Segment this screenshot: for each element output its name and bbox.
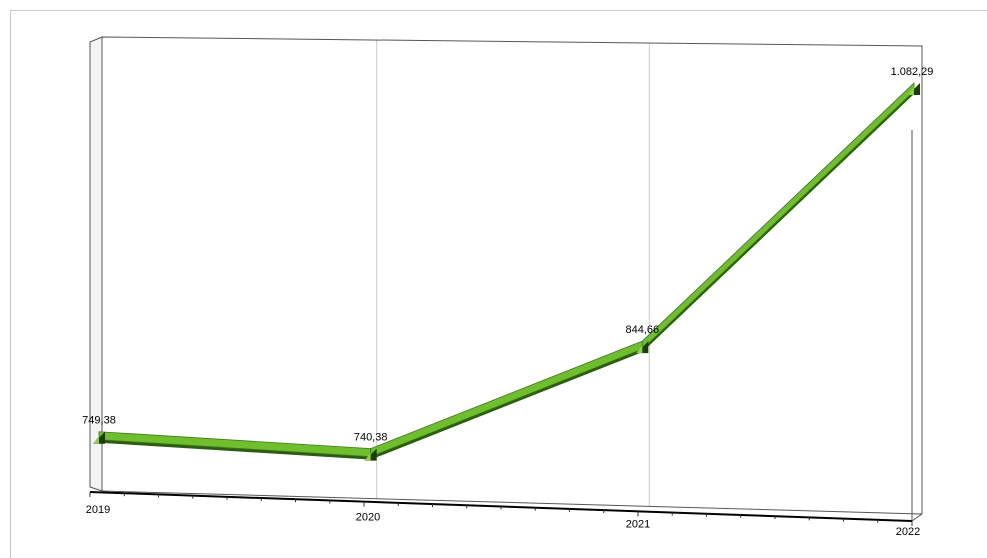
data-label-2019: 749,38 <box>82 415 116 427</box>
data-label-2022: 1.082,29 <box>891 66 934 78</box>
data-point-highlight-2021 <box>636 345 643 354</box>
data-labels: 749,38 740,38 844,66 1.082,29 <box>82 66 933 444</box>
line-segment-2 <box>641 82 915 351</box>
floor-back-edge <box>101 490 923 515</box>
x-tick-label-2019: 2019 <box>86 504 110 516</box>
series-line <box>93 82 920 461</box>
x-tick-label-2020: 2020 <box>356 511 380 523</box>
data-point-highlight-2022 <box>908 87 914 96</box>
data-point-highlight-2020 <box>364 452 371 461</box>
chart-frame <box>10 10 987 558</box>
grid-lines <box>376 40 650 507</box>
chart-axes <box>89 36 923 526</box>
data-label-2021: 844,66 <box>626 324 660 336</box>
right-edge <box>911 513 923 522</box>
x-tick-label-2022: 2022 <box>896 526 920 538</box>
left-wall <box>89 36 103 492</box>
data-point-highlight-2019 <box>93 435 99 444</box>
x-tick-label-2021: 2021 <box>626 519 650 531</box>
x-tick-labels: 2019 2020 2021 2022 <box>86 504 920 538</box>
data-label-2020: 740,38 <box>354 432 388 444</box>
line-segment-1 <box>370 340 643 458</box>
